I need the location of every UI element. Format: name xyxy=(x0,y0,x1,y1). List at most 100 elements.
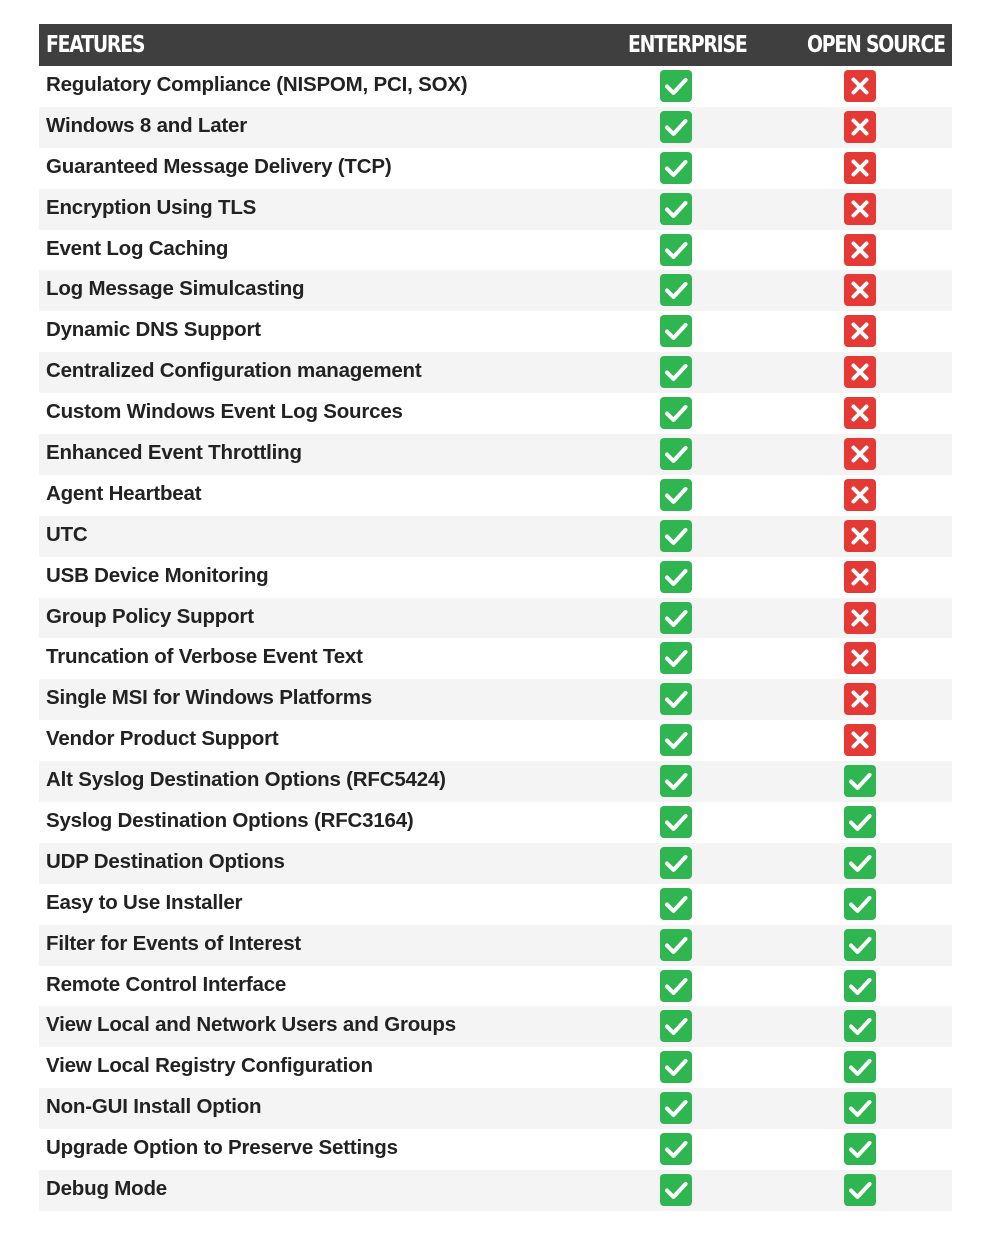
feature-label: Dynamic DNS Support xyxy=(46,318,261,342)
table-row: Filter for Events of Interest xyxy=(39,924,952,966)
cross-icon xyxy=(844,560,876,593)
table-row: Single MSI for Windows Platforms xyxy=(39,679,952,721)
checkmark-icon xyxy=(660,765,692,798)
checkmark-icon xyxy=(660,1010,692,1043)
table-row: Alt Syslog Destination Options (RFC5424) xyxy=(39,761,952,803)
table-row: Log Message Simulcasting xyxy=(39,270,952,312)
checkmark-icon xyxy=(660,438,692,471)
checkmark-icon xyxy=(660,192,692,225)
feature-label: Regulatory Compliance (NISPOM, PCI, SOX) xyxy=(46,73,468,96)
checkmark-icon xyxy=(660,887,692,920)
table-row: Regulatory Compliance (NISPOM, PCI, SOX) xyxy=(39,66,952,107)
table-row: View Local and Network Users and Groups xyxy=(39,1006,952,1048)
table-row: Vendor Product Support xyxy=(39,720,952,761)
feature-label: UDP Destination Options xyxy=(46,849,285,873)
table-row: View Local Registry Configuration xyxy=(39,1047,952,1088)
feature-label: Remote Control Interface xyxy=(46,972,287,996)
feature-label: Alt Syslog Destination Options (RFC5424) xyxy=(46,768,446,792)
cross-icon xyxy=(844,438,876,471)
checkmark-icon xyxy=(660,356,692,389)
checkmark-icon xyxy=(660,969,692,1002)
cross-icon xyxy=(844,356,876,389)
checkmark-icon xyxy=(660,1092,692,1125)
feature-label: Single MSI for Windows Platforms xyxy=(46,686,372,710)
cross-icon xyxy=(844,151,876,184)
table-row: Windows 8 and Later xyxy=(39,106,952,148)
feature-label: Windows 8 and Later xyxy=(46,113,248,137)
cross-icon xyxy=(844,315,876,348)
feature-label: Truncation of Verbose Event Text xyxy=(46,645,363,669)
table-row: Upgrade Option to Preserve Settings xyxy=(39,1129,952,1170)
table-row: USB Device Monitoring xyxy=(39,557,952,598)
checkmark-icon xyxy=(660,724,692,757)
cross-icon xyxy=(844,519,876,552)
table-body: Regulatory Compliance (NISPOM, PCI, SOX)… xyxy=(39,66,952,1211)
checkmark-icon xyxy=(844,1133,876,1166)
checkmark-icon xyxy=(660,70,692,102)
feature-label: Group Policy Support xyxy=(46,604,254,628)
feature-label: Custom Windows Event Log Sources xyxy=(46,400,403,424)
checkmark-icon xyxy=(660,928,692,961)
cross-icon xyxy=(844,397,876,430)
cross-icon xyxy=(844,724,876,757)
feature-label: Filter for Events of Interest xyxy=(46,931,302,955)
checkmark-icon xyxy=(660,478,692,511)
checkmark-icon xyxy=(844,887,876,920)
feature-label: Debug Mode xyxy=(46,1177,167,1201)
table-row: Syslog Destination Options (RFC3164) xyxy=(39,802,952,843)
feature-label: UTC xyxy=(46,522,88,546)
table-row: Event Log Caching xyxy=(39,230,952,271)
table-row: Truncation of Verbose Event Text xyxy=(39,638,952,679)
header-enterprise: ENTERPRISE xyxy=(628,32,748,58)
feature-label: View Local Registry Configuration xyxy=(46,1054,373,1078)
checkmark-icon xyxy=(660,560,692,593)
feature-label: Agent Heartbeat xyxy=(46,481,202,505)
header-open-source: OPEN SOURCE xyxy=(807,32,946,58)
cross-icon xyxy=(844,70,876,102)
feature-label: Guaranteed Message Delivery (TCP) xyxy=(46,154,392,178)
checkmark-icon xyxy=(660,397,692,430)
table-row: Easy to Use Installer xyxy=(39,884,952,925)
table-row: Debug Mode xyxy=(39,1170,952,1211)
checkmark-icon xyxy=(660,110,692,143)
table-row: Encryption Using TLS xyxy=(39,188,952,230)
feature-label: Enhanced Event Throttling xyxy=(46,441,302,465)
checkmark-icon xyxy=(844,1174,876,1207)
table-row: Group Policy Support xyxy=(39,597,952,639)
feature-label: Upgrade Option to Preserve Settings xyxy=(46,1136,398,1160)
cross-icon xyxy=(844,642,876,675)
cross-icon xyxy=(844,274,876,307)
checkmark-icon xyxy=(660,1133,692,1166)
feature-label: Syslog Destination Options (RFC3164) xyxy=(46,809,414,833)
cross-icon xyxy=(844,233,876,266)
table-row: Dynamic DNS Support xyxy=(39,311,952,352)
checkmark-icon xyxy=(660,806,692,839)
table-row: Centralized Configuration management xyxy=(39,352,952,394)
checkmark-icon xyxy=(660,151,692,184)
feature-label: USB Device Monitoring xyxy=(46,563,269,587)
feature-label: Centralized Configuration management xyxy=(46,359,422,383)
feature-label: Log Message Simulcasting xyxy=(46,277,305,301)
cross-icon xyxy=(844,192,876,225)
table-row: Guaranteed Message Delivery (TCP) xyxy=(39,148,952,189)
table-row: Enhanced Event Throttling xyxy=(39,434,952,475)
checkmark-icon xyxy=(660,274,692,307)
feature-comparison-table: FEATURES ENTERPRISE OPEN SOURCE Regulato… xyxy=(39,24,952,1211)
checkmark-icon xyxy=(844,806,876,839)
feature-label: Vendor Product Support xyxy=(46,727,279,751)
feature-label: Non-GUI Install Option xyxy=(46,1095,262,1119)
table-row: UTC xyxy=(39,515,952,557)
table-row: Agent Heartbeat xyxy=(39,475,952,516)
feature-label: Event Log Caching xyxy=(46,236,229,260)
header-features: FEATURES xyxy=(46,32,145,58)
table-row: Non-GUI Install Option xyxy=(39,1088,952,1130)
checkmark-icon xyxy=(660,233,692,266)
table-row: UDP Destination Options xyxy=(39,842,952,884)
checkmark-icon xyxy=(844,846,876,879)
checkmark-icon xyxy=(844,1010,876,1043)
feature-label: View Local and Network Users and Groups xyxy=(46,1013,456,1037)
checkmark-icon xyxy=(844,928,876,961)
table-row: Remote Control Interface xyxy=(39,966,952,1007)
checkmark-icon xyxy=(844,1092,876,1125)
feature-label: Easy to Use Installer xyxy=(46,890,243,914)
